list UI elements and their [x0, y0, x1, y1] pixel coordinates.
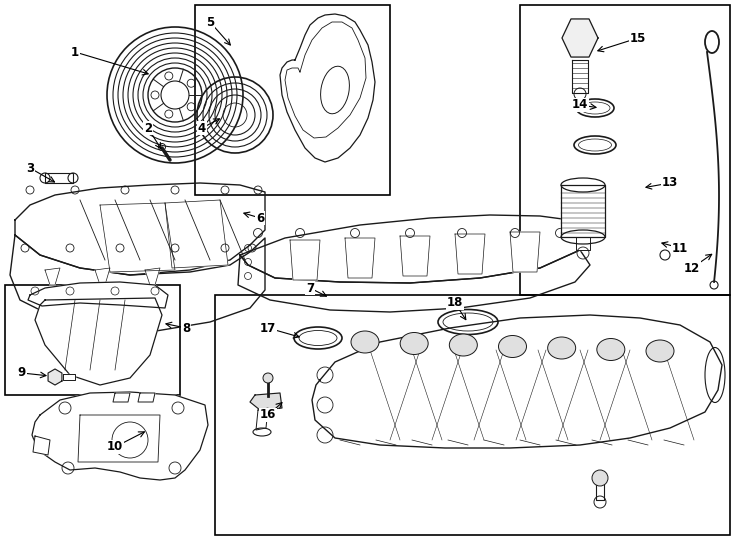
Text: 11: 11: [672, 241, 688, 254]
Text: 10: 10: [107, 441, 123, 454]
Text: 18: 18: [447, 296, 463, 309]
Polygon shape: [280, 14, 375, 162]
Polygon shape: [345, 238, 375, 278]
Text: 17: 17: [260, 321, 276, 334]
Text: 5: 5: [206, 16, 214, 29]
Ellipse shape: [646, 340, 674, 362]
Polygon shape: [455, 234, 485, 274]
Polygon shape: [28, 282, 168, 308]
Bar: [5, 285, 180, 395]
Text: 7: 7: [306, 281, 314, 294]
Polygon shape: [256, 408, 268, 430]
Polygon shape: [561, 185, 605, 237]
Polygon shape: [45, 173, 73, 183]
Polygon shape: [33, 436, 50, 455]
Polygon shape: [312, 315, 722, 448]
Polygon shape: [63, 374, 75, 380]
Polygon shape: [10, 235, 265, 332]
Text: 1: 1: [71, 45, 79, 58]
Text: 13: 13: [662, 177, 678, 190]
Text: 2: 2: [144, 122, 152, 134]
Polygon shape: [138, 393, 155, 402]
Circle shape: [592, 470, 608, 486]
Bar: [195, 5, 390, 195]
Polygon shape: [100, 203, 175, 272]
Text: 9: 9: [18, 367, 26, 380]
Polygon shape: [400, 236, 430, 276]
Ellipse shape: [498, 335, 526, 357]
Text: 4: 4: [198, 122, 206, 134]
Bar: [215, 295, 730, 535]
Polygon shape: [290, 240, 320, 280]
Polygon shape: [145, 268, 160, 285]
Polygon shape: [48, 369, 62, 385]
Polygon shape: [113, 393, 130, 402]
Text: 12: 12: [684, 261, 700, 274]
Polygon shape: [32, 392, 208, 480]
Polygon shape: [165, 200, 228, 268]
Polygon shape: [45, 268, 60, 285]
Polygon shape: [510, 232, 540, 272]
Ellipse shape: [400, 333, 428, 354]
Polygon shape: [15, 183, 265, 275]
Ellipse shape: [548, 337, 575, 359]
Polygon shape: [35, 298, 162, 385]
Text: 6: 6: [256, 212, 264, 225]
Polygon shape: [250, 393, 282, 410]
Polygon shape: [95, 268, 110, 285]
Bar: [520, 5, 730, 295]
Text: 8: 8: [182, 321, 190, 334]
Ellipse shape: [597, 339, 625, 361]
Text: 16: 16: [260, 408, 276, 422]
Text: 14: 14: [572, 98, 588, 111]
Polygon shape: [238, 250, 590, 312]
Circle shape: [263, 373, 273, 383]
Polygon shape: [240, 215, 590, 283]
Ellipse shape: [351, 331, 379, 353]
Text: 3: 3: [26, 161, 34, 174]
Polygon shape: [576, 237, 590, 250]
Polygon shape: [78, 415, 160, 462]
Polygon shape: [562, 19, 598, 57]
Polygon shape: [572, 60, 588, 93]
Ellipse shape: [449, 334, 477, 356]
Text: 15: 15: [630, 31, 646, 44]
Polygon shape: [596, 480, 604, 500]
